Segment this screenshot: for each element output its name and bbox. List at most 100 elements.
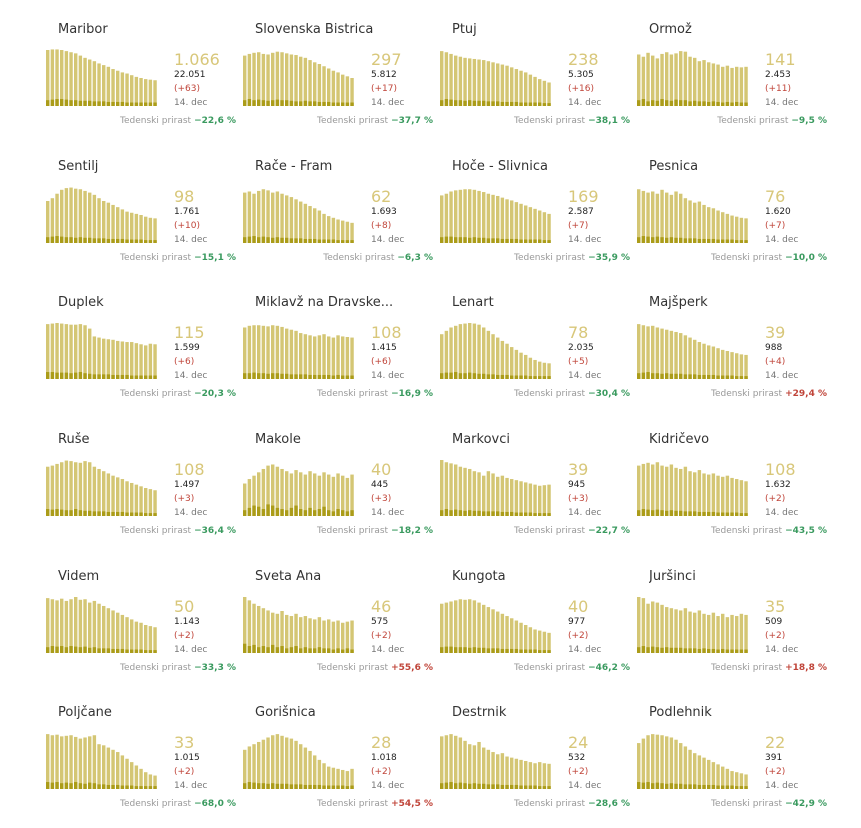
bar [261,608,266,653]
daily-delta: (+5) [568,357,589,367]
bar-base [331,239,336,243]
bar [116,612,120,653]
bar-base [294,374,298,379]
sparkline-chart [440,189,551,243]
bar-base [74,237,78,243]
bar [289,329,294,379]
municipality-card: Makole 40 445 (+3) 14. dec Tedenski prirast −1… [243,420,439,550]
bar [542,631,547,653]
bar [271,735,275,789]
bar [486,749,491,789]
bar-base [111,511,115,516]
total-count: 509 [765,617,783,627]
bar-base [482,783,486,789]
bar-base [345,240,350,243]
bar [449,463,453,516]
bar-base [280,646,284,653]
bar [528,357,533,379]
bar [134,343,139,379]
bar-base [247,507,252,516]
bar [482,327,486,379]
bar [257,52,261,106]
bar-base [341,649,345,653]
bar-base [528,102,533,106]
bar [505,199,509,243]
bar-base [322,239,326,243]
municipality-card: Lenart 78 2.035 (+5) 14. dec Tedenski prirast… [440,283,636,413]
daily-delta: (+8) [371,221,392,231]
bar [637,465,641,516]
bar [735,216,739,243]
bar [327,216,331,243]
bar [477,741,481,789]
bar [697,755,702,789]
bar [69,735,73,789]
bar-base [313,374,317,379]
bar [74,324,78,379]
weekly-growth: Tedenski prirast −30,4 % [514,389,630,399]
bar [693,753,697,789]
bar-base [721,785,725,789]
bar [660,189,664,243]
bar [744,774,748,789]
bar-base [341,240,345,243]
municipality-card: Miklavž na Dravske... 108 1.415 (+6) 14. dec… [243,283,439,413]
bar-base [50,236,55,243]
bar-base [285,237,289,243]
sparkline-chart [46,597,157,653]
bar-base [336,102,340,106]
bar [711,762,716,789]
bar [500,613,505,653]
bar [64,600,69,653]
bar-base [252,505,256,516]
big-number: 39 [765,323,786,342]
municipality-name: Miklavž na Dravske... [255,295,394,310]
bar [275,613,280,653]
bar [153,80,157,106]
bar-base [477,100,481,106]
bar [134,765,139,789]
date-label: 14. dec [371,371,405,381]
bar [500,64,505,106]
bar-base [702,648,706,653]
bar [88,328,92,379]
bar [271,192,275,243]
big-number: 39 [568,460,589,479]
bar-base [88,373,92,379]
bar [153,490,157,516]
bar [275,191,280,243]
bar-base [83,237,87,243]
bar [665,607,669,653]
bar-base [243,783,247,789]
bar [69,187,73,243]
bar [533,359,537,379]
date-label: 14. dec [765,235,799,245]
total-count: 532 [568,753,586,763]
bar-base [102,101,106,106]
municipality-card: Poljčane 33 1.015 (+2) 14. dec Tedenski prira… [46,693,242,823]
bar [139,768,143,789]
bar [144,488,148,516]
bar-base [313,784,317,789]
bar [725,768,730,789]
bar [261,325,266,379]
bar [519,70,523,106]
bar-base [669,373,674,379]
bar-base [496,648,500,653]
bar [542,212,547,243]
bar-base [674,99,678,106]
bar-base [120,374,125,379]
bar [688,611,692,653]
bar [130,619,134,653]
bar-base [542,103,547,106]
bar [139,215,143,243]
bar-base [510,375,514,379]
bar [106,747,111,789]
bar-base [130,375,134,379]
bar-base [120,648,125,653]
bar-base [55,782,59,789]
bar [88,59,92,106]
bar-base [660,647,664,653]
bar-base [148,102,153,106]
bar-base [280,237,284,243]
